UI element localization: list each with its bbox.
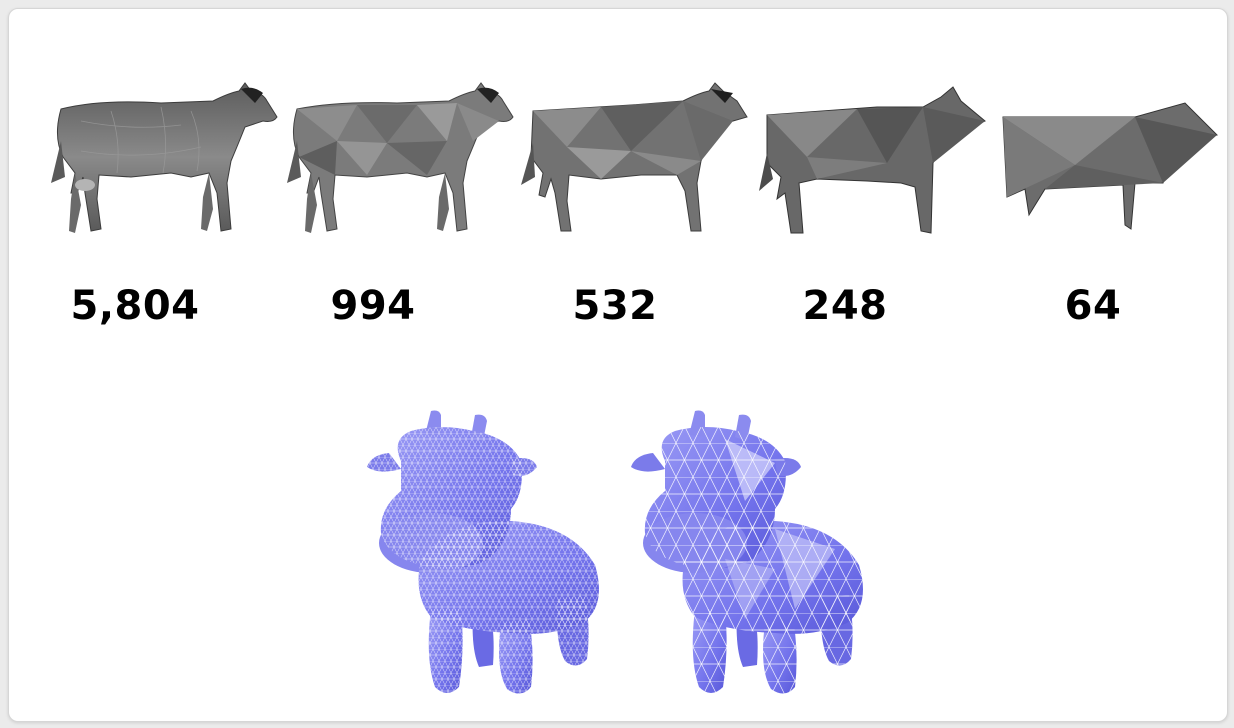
medium-detail-cow-mesh-icon — [287, 82, 514, 233]
dense-cow-toy-mesh-icon — [367, 410, 599, 694]
high-detail-cow-mesh-icon — [51, 82, 278, 233]
face-count-4: 248 — [802, 283, 888, 329]
face-count-1: 5,804 — [70, 283, 200, 329]
low-detail-cow-mesh-icon — [521, 82, 748, 232]
simplified-cow-toy-mesh-icon — [631, 410, 863, 694]
face-count-3: 532 — [572, 283, 658, 329]
very-low-detail-cow-mesh-icon — [759, 86, 986, 234]
figure-card: 5,804 994 532 248 64 — [8, 8, 1228, 722]
face-count-5: 64 — [1064, 283, 1122, 329]
coarse-cow-mesh-icon — [1002, 102, 1218, 230]
face-count-2: 994 — [330, 283, 416, 329]
